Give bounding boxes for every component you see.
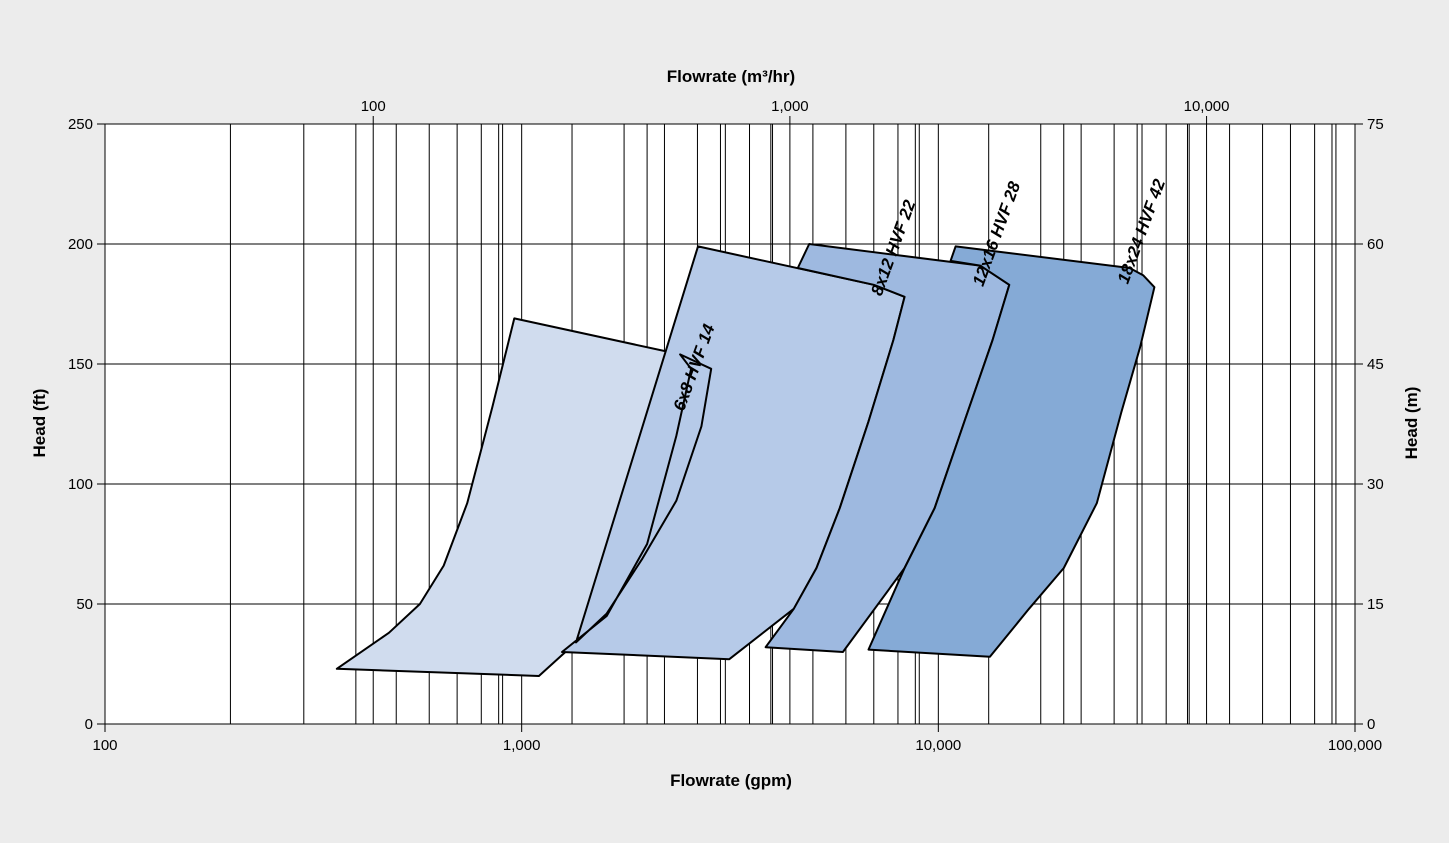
series-areas <box>335 243 1156 677</box>
y2-tick-label: 0 <box>1367 716 1375 733</box>
y2-axis-title: Head (m) <box>1402 387 1421 460</box>
y-tick-label: 150 <box>68 356 93 373</box>
plot-border <box>104 123 1356 725</box>
x2-tick-label: 1,000 <box>771 98 809 115</box>
y2-tick-label: 60 <box>1367 236 1384 253</box>
plot-frame <box>104 123 1356 725</box>
y2-tick-label: 75 <box>1367 116 1384 133</box>
axis-ticks: 100 1,000 10,000 100,000 100 1,000 10,000 0 50 10… <box>68 98 1384 754</box>
y-tick-label: 100 <box>68 476 93 493</box>
x2-tick-label: 10,000 <box>1184 98 1230 115</box>
y2-tick-label: 30 <box>1367 476 1384 493</box>
y2-tick-label: 45 <box>1367 356 1384 373</box>
x-axis-title: Flowrate (gpm) <box>670 771 792 790</box>
y-tick-label: 0 <box>85 716 93 733</box>
y-tick-label: 250 <box>68 116 93 133</box>
y-tick-label: 200 <box>68 236 93 253</box>
x-tick-label: 1,000 <box>503 737 541 754</box>
x-tick-label: 10,000 <box>915 737 961 754</box>
y-tick-label: 50 <box>76 596 93 613</box>
y2-tick-label: 15 <box>1367 596 1384 613</box>
x-tick-label: 100,000 <box>1328 737 1382 754</box>
x-tick-label: 100 <box>92 737 117 754</box>
series-area <box>867 245 1156 658</box>
x2-tick-label: 100 <box>361 98 386 115</box>
x2-axis-title: Flowrate (m³/hr) <box>667 67 795 86</box>
y-axis-title: Head (ft) <box>30 389 49 458</box>
